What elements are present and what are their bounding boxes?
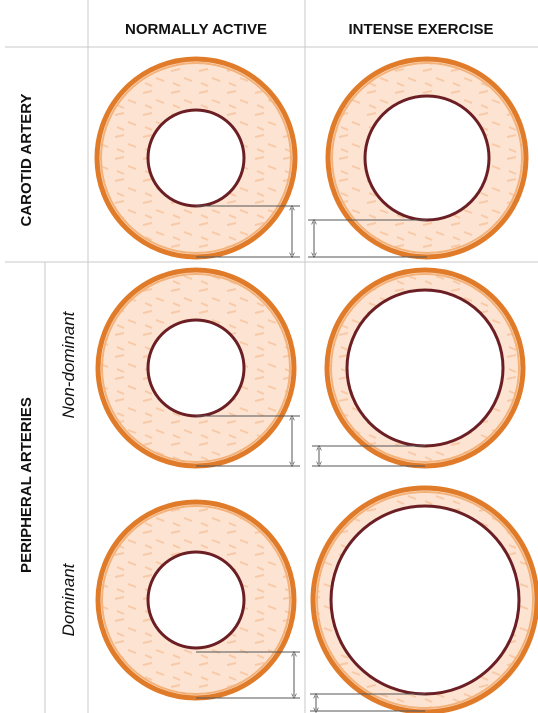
artery [308, 56, 529, 260]
column-header: INTENSE EXERCISE [348, 21, 493, 38]
column-header: NORMALLY ACTIVE [125, 21, 267, 38]
artery [95, 499, 300, 701]
row-header: PERIPHERAL ARTERIES [18, 397, 35, 573]
subrow-header: Non-dominant [59, 310, 78, 418]
row-header: CAROTID ARTERY [18, 93, 35, 226]
artery [94, 56, 300, 260]
subrow-header: Dominant [59, 562, 78, 636]
grid-lines [5, 0, 538, 713]
artery [312, 267, 526, 469]
artery [310, 485, 538, 713]
artery [95, 267, 300, 469]
